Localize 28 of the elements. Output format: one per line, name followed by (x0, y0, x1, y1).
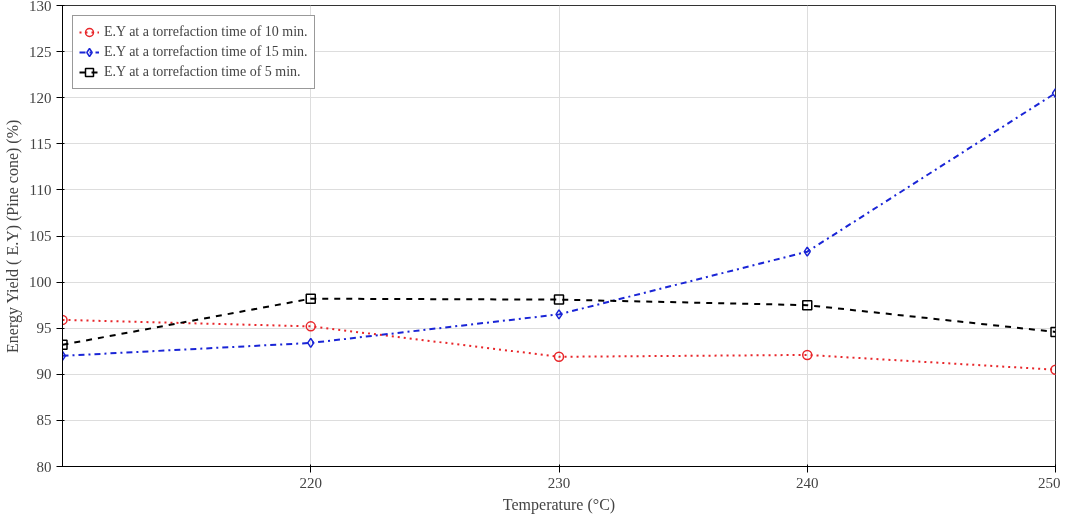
point (553, 351, 565, 363)
point (803, 246, 811, 257)
point (555, 309, 563, 320)
point (553, 294, 565, 305)
point (802, 299, 813, 311)
y-tick-label: 90 (36, 366, 52, 383)
x-tick-label: 220 (299, 474, 322, 491)
point (305, 293, 316, 304)
x-axis-title: Temperature (°C) (502, 495, 616, 514)
y-tick-label: 100 (29, 274, 52, 291)
y-tick-label: 85 (36, 412, 52, 429)
x-tick-label: 230 (547, 474, 571, 491)
y-tick-label: 80 (36, 458, 52, 475)
x-tick-label: 240 (796, 474, 819, 491)
point (802, 349, 813, 361)
y-tick-label: 115 (29, 135, 52, 152)
y-tick-label: 130 (29, 0, 52, 14)
y-tick-label: 110 (29, 181, 52, 198)
x-tick-label: 250 (1038, 474, 1061, 491)
y-axis-title: Energy Yield ( E.Y) (Pine cone) (%) (4, 119, 22, 353)
legend-label: E.Y at a torrefaction time of 15 min. (104, 44, 308, 60)
y-tick-label: 125 (29, 43, 52, 60)
y-tick-label: 95 (36, 320, 52, 337)
y-tick-label: 120 (29, 89, 52, 106)
y-tick-label: 105 (29, 228, 52, 244)
point (305, 321, 316, 332)
legend-label: E.Y at a torrefaction time of 10 min. (104, 24, 308, 40)
legend-label: E.Y at a torrefaction time of 5 min. (104, 64, 301, 80)
